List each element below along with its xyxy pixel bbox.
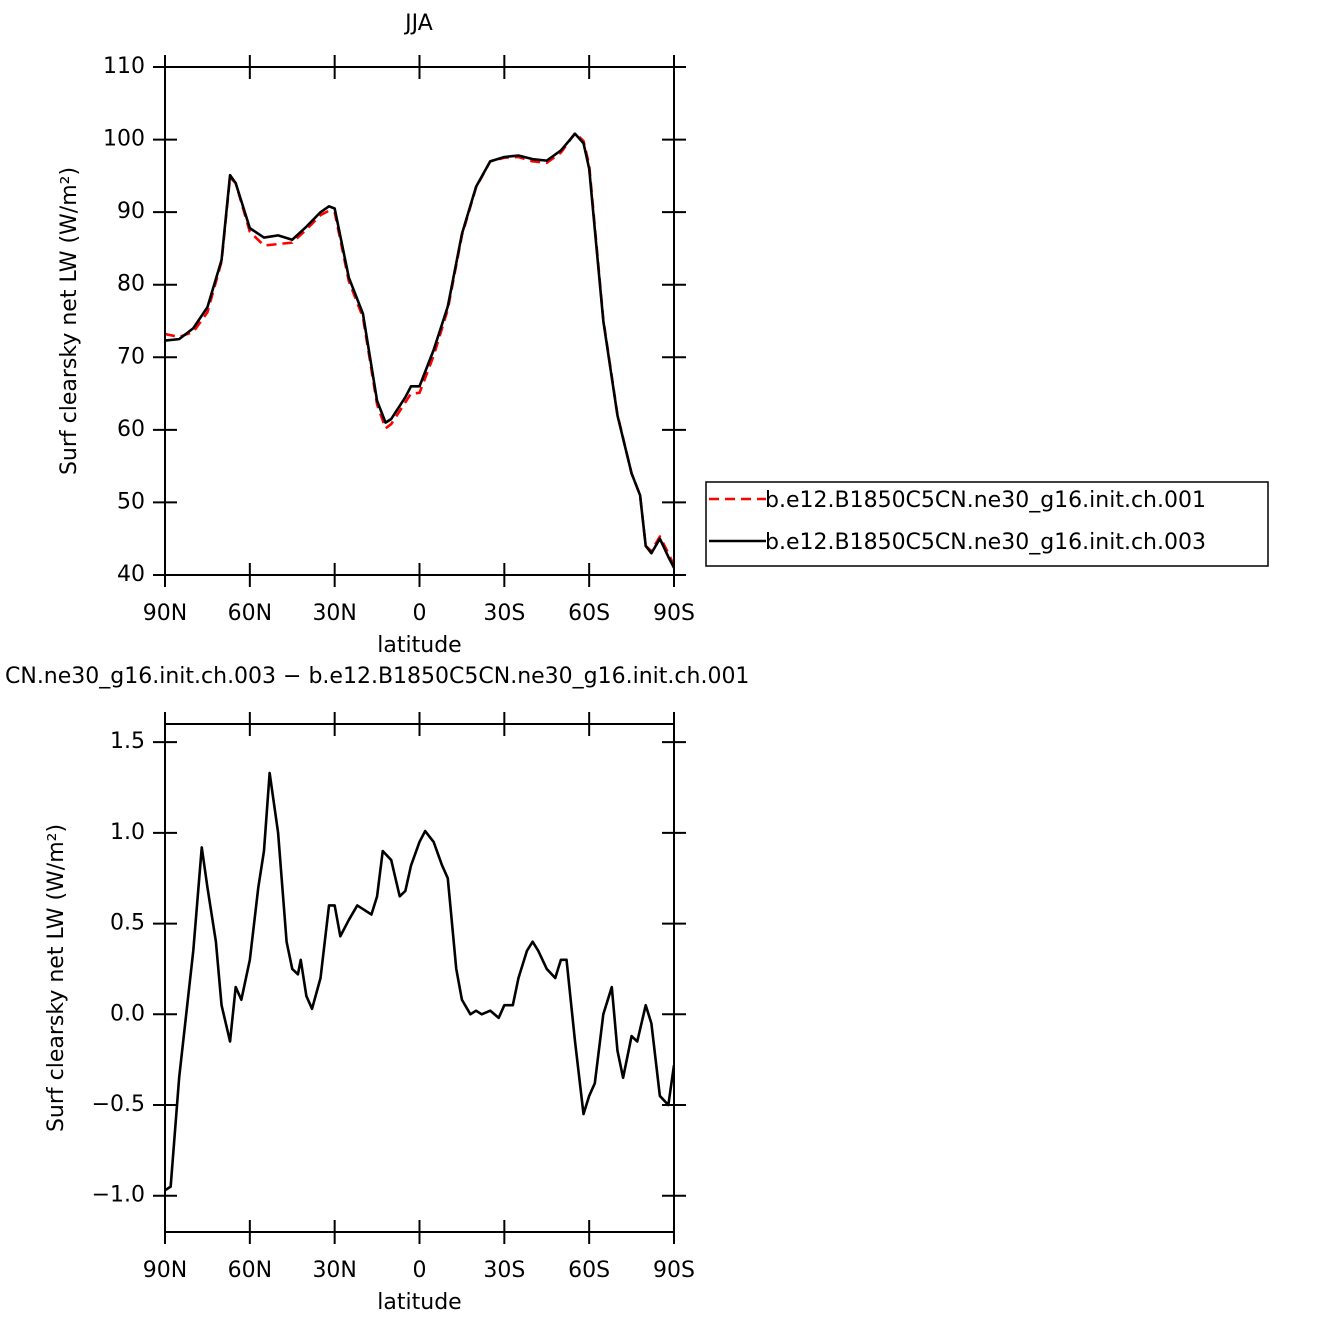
x-tick-label: 30S (483, 601, 525, 626)
chart-title: JJA (403, 11, 433, 36)
data-line (165, 771, 674, 1192)
plot-lines (165, 131, 674, 569)
x-axis-label: latitude (377, 633, 461, 658)
x-tick-label: 0 (413, 601, 427, 626)
y-tick-label: 0.5 (110, 911, 145, 936)
x-tick-label: 90S (653, 1258, 695, 1283)
x-tick-label: 30S (483, 1258, 525, 1283)
y-tick-label: 60 (117, 417, 145, 442)
panel: CN.ne30_g16.init.ch.003 − b.e12.B1850C5C… (5, 664, 749, 1315)
y-tick-label: 50 (117, 489, 145, 514)
x-tick-label: 90S (653, 601, 695, 626)
y-tick-label: 40 (117, 562, 145, 587)
y-tick-label: 0.0 (110, 1001, 145, 1026)
x-tick-label: 60S (568, 601, 610, 626)
legend: b.e12.B1850C5CN.ne30_g16.init.ch.001 b.e1… (705, 481, 1269, 567)
x-tick-label: 30N (312, 601, 356, 626)
y-tick-label: 110 (103, 54, 145, 79)
plot-frame (164, 66, 675, 576)
y-tick-label: 1.5 (110, 729, 145, 754)
chart-title: CN.ne30_g16.init.ch.003 − b.e12.B1850C5C… (5, 664, 749, 689)
y-tick-label: −0.5 (92, 1092, 145, 1117)
y-axis-label: Surf clearsky net LW (W/m²) (57, 167, 82, 475)
x-tick-label: 30N (312, 1258, 356, 1283)
legend-label: b.e12.B1850C5CN.ne30_g16.init.ch.001 (765, 488, 1206, 513)
data-line (165, 132, 674, 569)
plot-frame (164, 723, 675, 1233)
x-tick-label: 60N (228, 1258, 272, 1283)
y-tick-label: 70 (117, 344, 145, 369)
x-tick-label: 0 (413, 1258, 427, 1283)
y-tick-label: −1.0 (92, 1183, 145, 1208)
x-axis-label: latitude (377, 1290, 461, 1315)
x-tick-label: 60S (568, 1258, 610, 1283)
y-tick-label: 90 (117, 199, 145, 224)
y-axis-label: Surf clearsky net LW (W/m²) (44, 824, 69, 1132)
panel: JJA latitude Surf clearsky net LW (W/m²) 40… (57, 11, 1269, 658)
legend-label: b.e12.B1850C5CN.ne30_g16.init.ch.003 (765, 530, 1206, 555)
y-tick-label: 100 (103, 127, 145, 152)
x-tick-label: 90N (143, 1258, 187, 1283)
y-tick-label: 1.0 (110, 820, 145, 845)
legend-box (705, 481, 1269, 567)
x-tick-label: 90N (143, 601, 187, 626)
y-tick-label: 80 (117, 272, 145, 297)
x-tick-label: 60N (228, 601, 272, 626)
plot-lines (165, 771, 674, 1192)
